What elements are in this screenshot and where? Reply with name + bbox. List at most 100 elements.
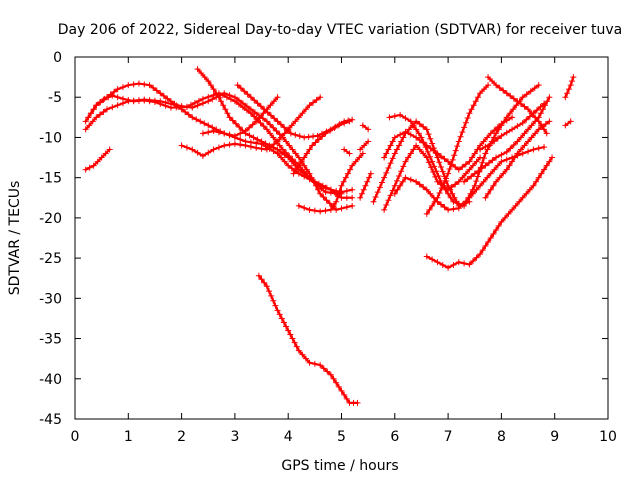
- data-point: [487, 170, 494, 177]
- data-point: [349, 202, 356, 209]
- data-point: [263, 126, 270, 133]
- data-point: [302, 355, 309, 362]
- data-point: [86, 122, 93, 129]
- data-point: [523, 190, 530, 197]
- x-tick-label: 5: [337, 429, 346, 445]
- data-point: [535, 145, 542, 152]
- data-point: [530, 146, 537, 153]
- data-point: [303, 172, 310, 179]
- data-point: [306, 359, 313, 366]
- data-point: [313, 96, 320, 103]
- data-point: [528, 134, 535, 141]
- data-point: [506, 162, 513, 169]
- data-point: [243, 107, 250, 114]
- data-point: [258, 138, 265, 145]
- data-point: [493, 226, 500, 233]
- data-point: [446, 166, 453, 173]
- data-point: [434, 150, 441, 157]
- data-point: [538, 170, 545, 177]
- data-point: [440, 180, 447, 187]
- data-point: [376, 184, 383, 191]
- data-point: [276, 142, 283, 149]
- data-point: [257, 119, 264, 126]
- data-point: [125, 97, 132, 104]
- data-point: [543, 162, 550, 169]
- data-point: [222, 106, 229, 113]
- data-point: [490, 182, 497, 189]
- data-point: [185, 111, 192, 118]
- y-tick-label: -10: [39, 130, 62, 146]
- data-point: [358, 190, 365, 197]
- data-point: [466, 194, 473, 201]
- data-point: [183, 103, 190, 110]
- data-point: [223, 94, 230, 101]
- data-point: [429, 158, 436, 165]
- y-tick-label: -30: [39, 291, 62, 307]
- data-point: [541, 166, 548, 173]
- data-point: [314, 132, 321, 139]
- data-point: [307, 175, 314, 182]
- data-point: [570, 74, 577, 81]
- x-tick-label: 4: [284, 429, 293, 445]
- data-point: [130, 98, 137, 105]
- data-point: [537, 110, 544, 117]
- data-point: [298, 158, 305, 165]
- data-point: [429, 256, 436, 263]
- data-point: [259, 115, 266, 122]
- data-point: [317, 362, 324, 369]
- data-point: [447, 194, 454, 201]
- data-point: [521, 142, 528, 149]
- data-point: [450, 261, 457, 268]
- data-point: [514, 123, 521, 130]
- data-point: [393, 146, 400, 153]
- data-point: [242, 128, 249, 135]
- data-point: [489, 157, 496, 164]
- x-tick-label: 2: [177, 429, 186, 445]
- data-point: [247, 94, 254, 101]
- data-point: [281, 130, 288, 137]
- data-point: [370, 198, 377, 205]
- data-point: [281, 151, 288, 158]
- data-point: [250, 134, 257, 141]
- data-point: [569, 78, 576, 85]
- x-tick-label: 7: [444, 429, 453, 445]
- data-point: [562, 94, 569, 101]
- data-point: [503, 166, 510, 173]
- data-point: [485, 239, 492, 246]
- data-point: [480, 178, 487, 185]
- data-point: [427, 135, 434, 142]
- data-point: [387, 192, 394, 199]
- data-point: [473, 158, 480, 165]
- data-point: [276, 311, 283, 318]
- data-point: [452, 163, 459, 170]
- data-point: [525, 126, 532, 133]
- data-point: [501, 214, 508, 221]
- data-point: [407, 150, 414, 157]
- data-point: [432, 173, 439, 180]
- data-point: [450, 206, 457, 213]
- data-point: [364, 178, 371, 185]
- data-point: [459, 129, 466, 136]
- data-point: [291, 339, 298, 346]
- series-line: [343, 148, 351, 155]
- data-point: [271, 115, 278, 122]
- data-point: [494, 135, 501, 142]
- data-point: [469, 162, 476, 169]
- data-point: [391, 134, 398, 141]
- data-point: [424, 148, 431, 155]
- data-point: [525, 148, 532, 155]
- data-point: [274, 138, 281, 145]
- data-point: [263, 283, 270, 290]
- data-point: [82, 166, 89, 173]
- data-point: [517, 100, 524, 107]
- data-point: [526, 186, 533, 193]
- data-point: [509, 126, 516, 133]
- data-point: [541, 100, 548, 107]
- data-point: [119, 84, 126, 91]
- data-point: [567, 82, 574, 89]
- series-trace-25: [482, 118, 553, 201]
- data-point: [442, 175, 449, 182]
- data-point: [315, 186, 322, 193]
- data-point: [385, 165, 392, 172]
- data-point: [491, 127, 498, 134]
